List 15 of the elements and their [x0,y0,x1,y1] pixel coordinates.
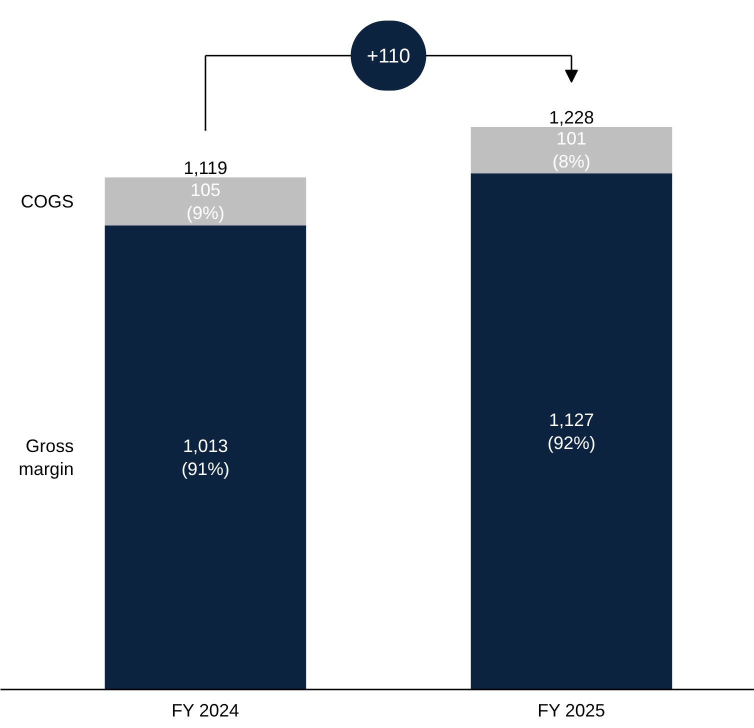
total-label: 1,119 [184,158,228,178]
bar [104,226,306,690]
data-label: 1,127 (92%) [547,410,596,453]
bar [470,173,672,690]
x-tick-label: FY 2025 [537,700,606,720]
series-label: COGS [20,191,74,212]
data-label: 105 (9%) [186,180,224,223]
data-label: 1,013 (91%) [181,436,230,480]
text: +110 [366,46,410,68]
x-tick-label: FY 2024 [171,700,240,720]
bar [470,127,672,174]
data-label: 101 (8%) [552,128,591,172]
series-label: Gross margin [18,436,74,480]
bar [104,177,306,226]
total-label: 1,228 [548,108,594,128]
